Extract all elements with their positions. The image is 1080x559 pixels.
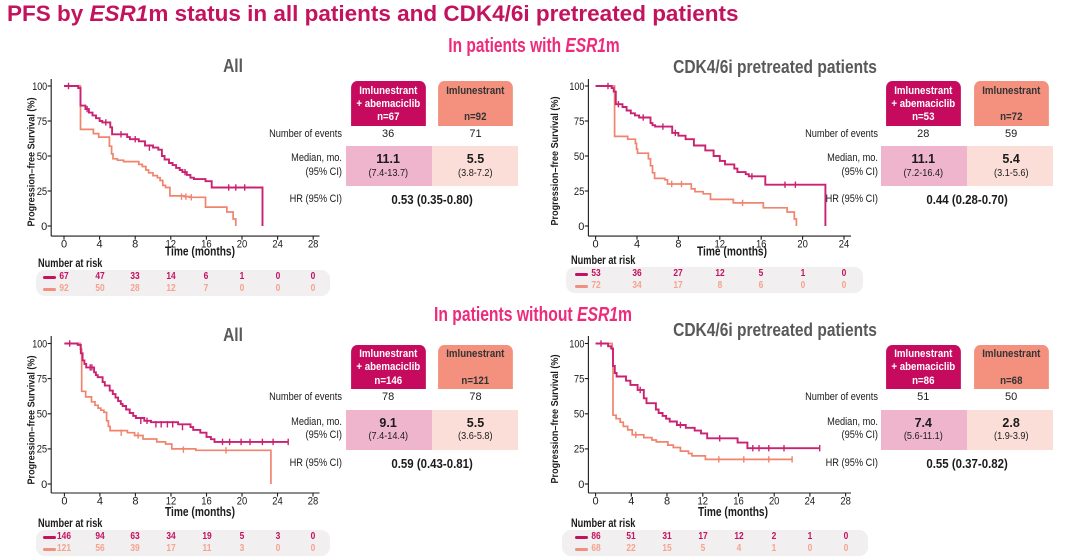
svg-text:28: 28: [308, 496, 319, 508]
svg-text:Progression–free Survival (%): Progression–free Survival (%): [550, 97, 561, 226]
svg-text:12: 12: [715, 239, 726, 251]
svg-text:12: 12: [166, 496, 177, 508]
svg-text:0: 0: [593, 496, 599, 508]
svg-text:12: 12: [166, 239, 177, 251]
svg-text:100: 100: [569, 338, 584, 350]
svg-text:16: 16: [733, 496, 744, 508]
svg-text:20: 20: [237, 496, 248, 508]
svg-text:8: 8: [664, 496, 670, 508]
svg-text:0: 0: [61, 239, 67, 251]
svg-text:75: 75: [37, 373, 48, 385]
svg-text:50: 50: [37, 409, 48, 421]
svg-text:20: 20: [797, 239, 808, 251]
svg-text:Time (months): Time (months): [698, 505, 768, 519]
svg-text:100: 100: [569, 81, 584, 93]
svg-text:0: 0: [61, 496, 67, 508]
svg-text:20: 20: [237, 239, 248, 251]
svg-text:50: 50: [574, 151, 585, 163]
svg-text:25: 25: [37, 444, 48, 456]
svg-text:75: 75: [574, 116, 585, 128]
svg-text:12: 12: [698, 496, 709, 508]
svg-text:16: 16: [201, 496, 212, 508]
svg-text:100: 100: [32, 81, 47, 93]
svg-text:16: 16: [756, 239, 767, 251]
svg-text:24: 24: [272, 239, 283, 251]
svg-text:0: 0: [578, 221, 584, 233]
svg-text:28: 28: [308, 239, 319, 251]
svg-text:100: 100: [32, 338, 47, 350]
svg-text:4: 4: [97, 239, 103, 251]
svg-text:50: 50: [37, 151, 48, 163]
svg-text:50: 50: [574, 409, 585, 421]
svg-text:Time (months): Time (months): [165, 505, 235, 519]
svg-text:28: 28: [840, 496, 851, 508]
svg-text:4: 4: [634, 239, 640, 251]
svg-text:20: 20: [769, 496, 780, 508]
svg-text:4: 4: [628, 496, 634, 508]
svg-text:0: 0: [578, 479, 584, 491]
svg-text:24: 24: [839, 239, 850, 251]
svg-text:75: 75: [37, 116, 48, 128]
svg-text:0: 0: [41, 479, 47, 491]
svg-text:16: 16: [201, 239, 212, 251]
svg-text:25: 25: [574, 444, 585, 456]
svg-text:Progression–free Survival (%): Progression–free Survival (%): [27, 98, 38, 227]
svg-text:Progression–free Survival (%): Progression–free Survival (%): [27, 356, 38, 485]
svg-text:8: 8: [132, 496, 138, 508]
svg-text:Progression–free Survival (%): Progression–free Survival (%): [550, 355, 561, 484]
svg-text:24: 24: [272, 496, 283, 508]
svg-text:Time (months): Time (months): [697, 245, 767, 259]
svg-text:24: 24: [805, 496, 816, 508]
svg-text:25: 25: [37, 186, 48, 198]
svg-text:0: 0: [41, 221, 47, 233]
svg-text:8: 8: [132, 239, 138, 251]
svg-text:25: 25: [574, 186, 585, 198]
svg-text:4: 4: [97, 496, 103, 508]
svg-text:8: 8: [675, 239, 681, 251]
svg-text:75: 75: [574, 373, 585, 385]
svg-text:Time (months): Time (months): [165, 245, 235, 259]
svg-text:0: 0: [593, 239, 599, 251]
